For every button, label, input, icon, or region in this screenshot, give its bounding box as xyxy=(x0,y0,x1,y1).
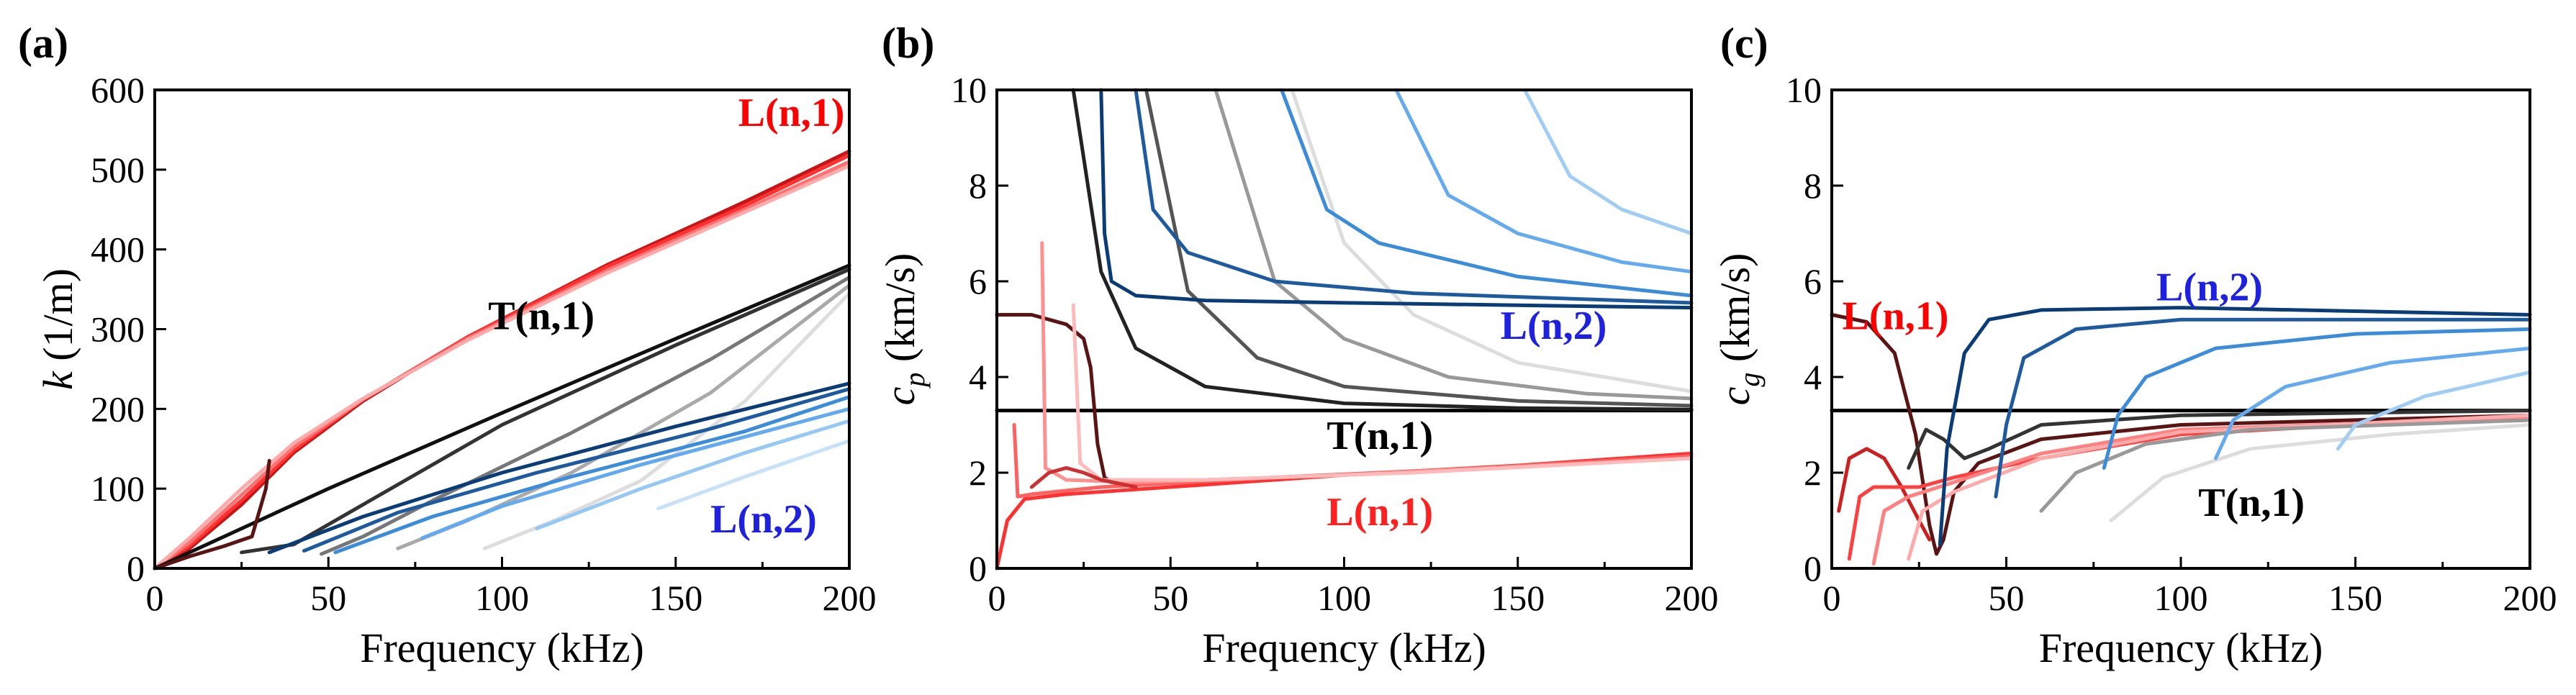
series-line-15 xyxy=(1394,88,1694,274)
series-line-2 xyxy=(1830,313,2532,556)
series-line-7 xyxy=(1907,409,2532,470)
series-line-9 xyxy=(482,291,851,550)
series-annotation: L(n,1) xyxy=(1327,490,1433,535)
series-line-13 xyxy=(333,395,851,555)
y-tick-label: 400 xyxy=(91,230,145,270)
series-line-11 xyxy=(1994,317,2532,499)
series-line-9 xyxy=(2109,423,2532,522)
series-line-11 xyxy=(267,381,851,555)
series-line-4 xyxy=(1847,418,2532,561)
y-tick-label: 6 xyxy=(969,261,987,301)
x-tick-label: 0 xyxy=(1823,578,1841,618)
series-line-14 xyxy=(420,406,851,540)
y-tick-label: 6 xyxy=(1804,261,1822,301)
y-tick-label: 8 xyxy=(969,165,987,206)
panel-label: (c) xyxy=(1720,19,1768,67)
series-line-10 xyxy=(1938,306,2532,547)
series-line-14 xyxy=(2336,370,2532,451)
x-tick-label: 200 xyxy=(823,578,877,618)
series-line-10 xyxy=(1214,88,1694,401)
series-annotation: L(n,2) xyxy=(1501,304,1607,348)
panel-label: (a) xyxy=(18,19,68,67)
series-annotation: L(n,1) xyxy=(738,91,845,135)
x-tick-label: 0 xyxy=(146,578,164,618)
series-annotation: T(n,1) xyxy=(1327,414,1433,458)
x-tick-label: 200 xyxy=(1665,578,1719,618)
y-tick-label: 0 xyxy=(1804,548,1822,589)
x-tick-label: 50 xyxy=(310,578,346,618)
x-tick-label: 50 xyxy=(1152,578,1188,618)
series-line-8 xyxy=(2039,418,2532,513)
y-axis-label: cg (km/s) xyxy=(1712,253,1766,406)
series-line-15 xyxy=(535,419,851,531)
series-line-16 xyxy=(1522,88,1694,235)
y-tick-label: 10 xyxy=(951,70,987,110)
chart-panel-1: 0 50 100 150 200 0 100 200 300 400 500 600 Frequency… xyxy=(18,19,877,671)
x-tick-label: 100 xyxy=(1317,578,1371,618)
y-tick-label: 2 xyxy=(969,453,987,493)
series-line-9 xyxy=(1144,88,1694,408)
chart-panel-2: 0 50 100 150 200 0 2 4 6 8 10 Frequency (kHz) cp (km… xyxy=(877,19,1719,671)
y-tick-label: 4 xyxy=(1804,357,1822,397)
panel-label: (b) xyxy=(882,19,934,67)
series-line-7 xyxy=(1029,465,1138,489)
x-tick-label: 100 xyxy=(2154,578,2208,618)
series-line-16 xyxy=(656,439,851,511)
series-line-13 xyxy=(2214,346,2532,460)
series-line-10 xyxy=(153,458,271,571)
series-annotation: T(n,1) xyxy=(2198,481,2305,525)
series-line-12 xyxy=(302,387,851,553)
y-tick-label: 8 xyxy=(1804,165,1822,206)
series-line-14 xyxy=(1280,88,1694,298)
x-tick-label: 50 xyxy=(1989,578,2025,618)
series-line-2 xyxy=(995,313,1113,484)
series-line-13 xyxy=(1134,88,1694,305)
series-line-7 xyxy=(320,276,851,556)
y-tick-label: 200 xyxy=(91,389,145,429)
y-tick-label: 0 xyxy=(969,548,987,589)
x-tick-label: 100 xyxy=(475,578,529,618)
series-line-8 xyxy=(1071,88,1694,412)
y-tick-label: 500 xyxy=(91,150,145,190)
series-annotation: L(n,2) xyxy=(710,497,817,542)
series-line-4 xyxy=(153,163,851,571)
x-tick-label: 200 xyxy=(2503,578,2557,618)
x-tick-label: 150 xyxy=(1491,578,1545,618)
y-tick-label: 2 xyxy=(1804,453,1822,493)
x-axis-label: Frequency (kHz) xyxy=(360,624,644,671)
y-tick-label: 600 xyxy=(91,70,145,110)
y-tick-label: 10 xyxy=(1786,70,1822,110)
x-axis-label: Frequency (kHz) xyxy=(1202,624,1486,671)
chart-panel-3: 0 50 100 150 200 0 2 4 6 8 10 Frequency (kHz) cg (km… xyxy=(1712,19,2557,671)
series-line-11 xyxy=(1290,88,1694,394)
x-tick-label: 0 xyxy=(988,578,1006,618)
y-axis-label: k (1/m) xyxy=(35,268,81,390)
series-line-12 xyxy=(1099,88,1694,310)
series-line-5 xyxy=(1871,416,2532,565)
x-tick-label: 150 xyxy=(2328,578,2382,618)
series-annotation: T(n,1) xyxy=(488,294,595,339)
x-tick-label: 150 xyxy=(648,578,702,618)
y-axis-label: cp (km/s) xyxy=(877,253,931,406)
series-annotation: L(n,1) xyxy=(1843,294,1949,339)
x-axis-label: Frequency (kHz) xyxy=(2039,624,2323,671)
y-tick-label: 100 xyxy=(91,468,145,509)
y-tick-label: 0 xyxy=(127,548,145,589)
y-tick-label: 300 xyxy=(91,309,145,350)
y-tick-label: 4 xyxy=(969,357,987,397)
series-line-6 xyxy=(1071,303,1694,482)
series-line-12 xyxy=(2102,327,2532,470)
series-annotation: L(n,2) xyxy=(2156,265,2263,310)
series-line-5 xyxy=(153,263,851,571)
